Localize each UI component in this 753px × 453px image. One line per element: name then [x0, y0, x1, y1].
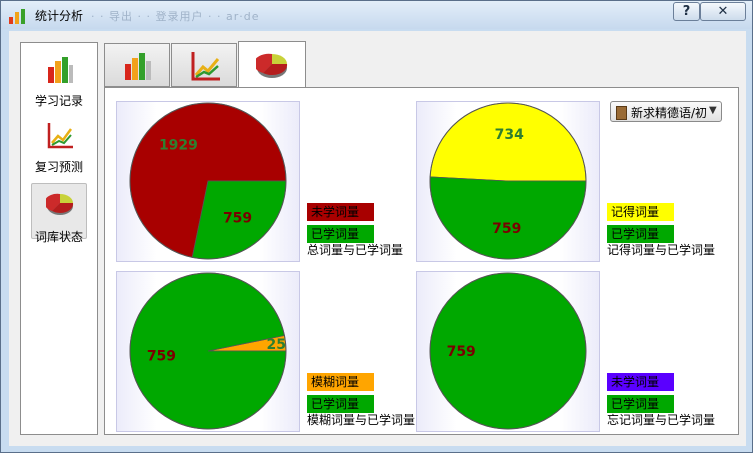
line-chart-icon: [191, 52, 220, 81]
chevron-down-icon: ▼: [709, 105, 717, 116]
pie-chart-forgotten: 759: [416, 271, 600, 432]
sidebar-item-lexicon-status[interactable]: 词库状态: [21, 183, 97, 245]
pie-svg: 1929 759: [129, 102, 287, 260]
legend-item: 已学词量: [307, 395, 374, 413]
chart-caption: 总词量与已学词量: [307, 243, 404, 257]
pie-svg: 25 759: [129, 272, 287, 430]
pie-svg: 759: [429, 272, 587, 430]
client-area: 学习记录 复习预测 词库状态: [9, 31, 746, 446]
title-bar[interactable]: 统计分析 · · 导出 · · 登录用户 · · ar·de ? ✕: [1, 1, 752, 29]
app-bar-chart-icon: [9, 9, 25, 24]
help-button[interactable]: ?: [673, 2, 700, 21]
legend-item: 模糊词量: [307, 373, 374, 391]
sidebar-item-label: 复习预测: [34, 160, 83, 174]
lexicon-select[interactable]: 新求精德语/初 ▼: [610, 101, 722, 122]
pie-value-label: 25: [267, 337, 286, 353]
close-button[interactable]: ✕: [700, 2, 746, 21]
pie-outline: [429, 272, 587, 430]
pie-chart-total: 1929 759: [116, 101, 300, 262]
legend-item: 未学词量: [607, 373, 674, 391]
legend-item: 未学词量: [307, 203, 374, 221]
window-subtitle: · · 导出 · · 登录用户 · · ar·de: [91, 10, 260, 23]
pie-svg: 734 759: [429, 102, 587, 260]
tab-line-chart[interactable]: [171, 43, 237, 87]
pie-chart-icon: [46, 193, 74, 215]
sidebar-item-label: 词库状态: [34, 230, 83, 244]
pie-slice: [429, 176, 587, 260]
line-chart-icon: [47, 123, 73, 149]
window-title: 统计分析: [35, 9, 84, 23]
chart-panel: 1929 759 未学词量 已学词量 总词量与已学词量 734 759 记得词量 已…: [104, 87, 739, 435]
lexicon-select-value: 新求精德语/初: [631, 106, 708, 120]
sidebar-item-review-forecast[interactable]: 复习预测: [21, 121, 97, 175]
book-icon: [616, 106, 627, 120]
legend-item: 已学词量: [307, 225, 374, 243]
pie-chart-fuzzy: 25 759: [116, 271, 300, 432]
bar-chart-icon: [48, 57, 73, 83]
tab-bar-chart[interactable]: [104, 43, 170, 87]
pie-outline: [429, 102, 587, 260]
bar-chart-icon: [125, 53, 151, 80]
legend-item: 已学词量: [607, 225, 674, 243]
pie-chart-icon: [256, 53, 288, 78]
pie-value-label: 759: [147, 349, 176, 365]
pie-outline: [129, 272, 287, 430]
sidebar: 学习记录 复习预测 词库状态: [20, 42, 98, 435]
chart-caption: 记得词量与已学词量: [607, 243, 716, 257]
legend-item: 已学词量: [607, 395, 674, 413]
pie-chart-remembered: 734 759: [416, 101, 600, 262]
tab-pie-chart[interactable]: [238, 41, 306, 88]
pie-value-label: 759: [447, 344, 476, 360]
pie-value-label: 759: [223, 210, 252, 226]
sidebar-item-study-record[interactable]: 学习记录: [21, 55, 97, 109]
pie-value-label: 1929: [159, 138, 198, 154]
chart-caption: 忘记词量与已学词量: [607, 413, 716, 427]
chart-caption: 模糊词量与已学词量: [307, 413, 416, 427]
pie-value-label: 734: [495, 127, 524, 143]
legend-item: 记得词量: [607, 203, 674, 221]
sidebar-item-label: 学习记录: [34, 94, 83, 108]
pie-value-label: 759: [492, 221, 521, 237]
pie-outline: [129, 102, 287, 260]
